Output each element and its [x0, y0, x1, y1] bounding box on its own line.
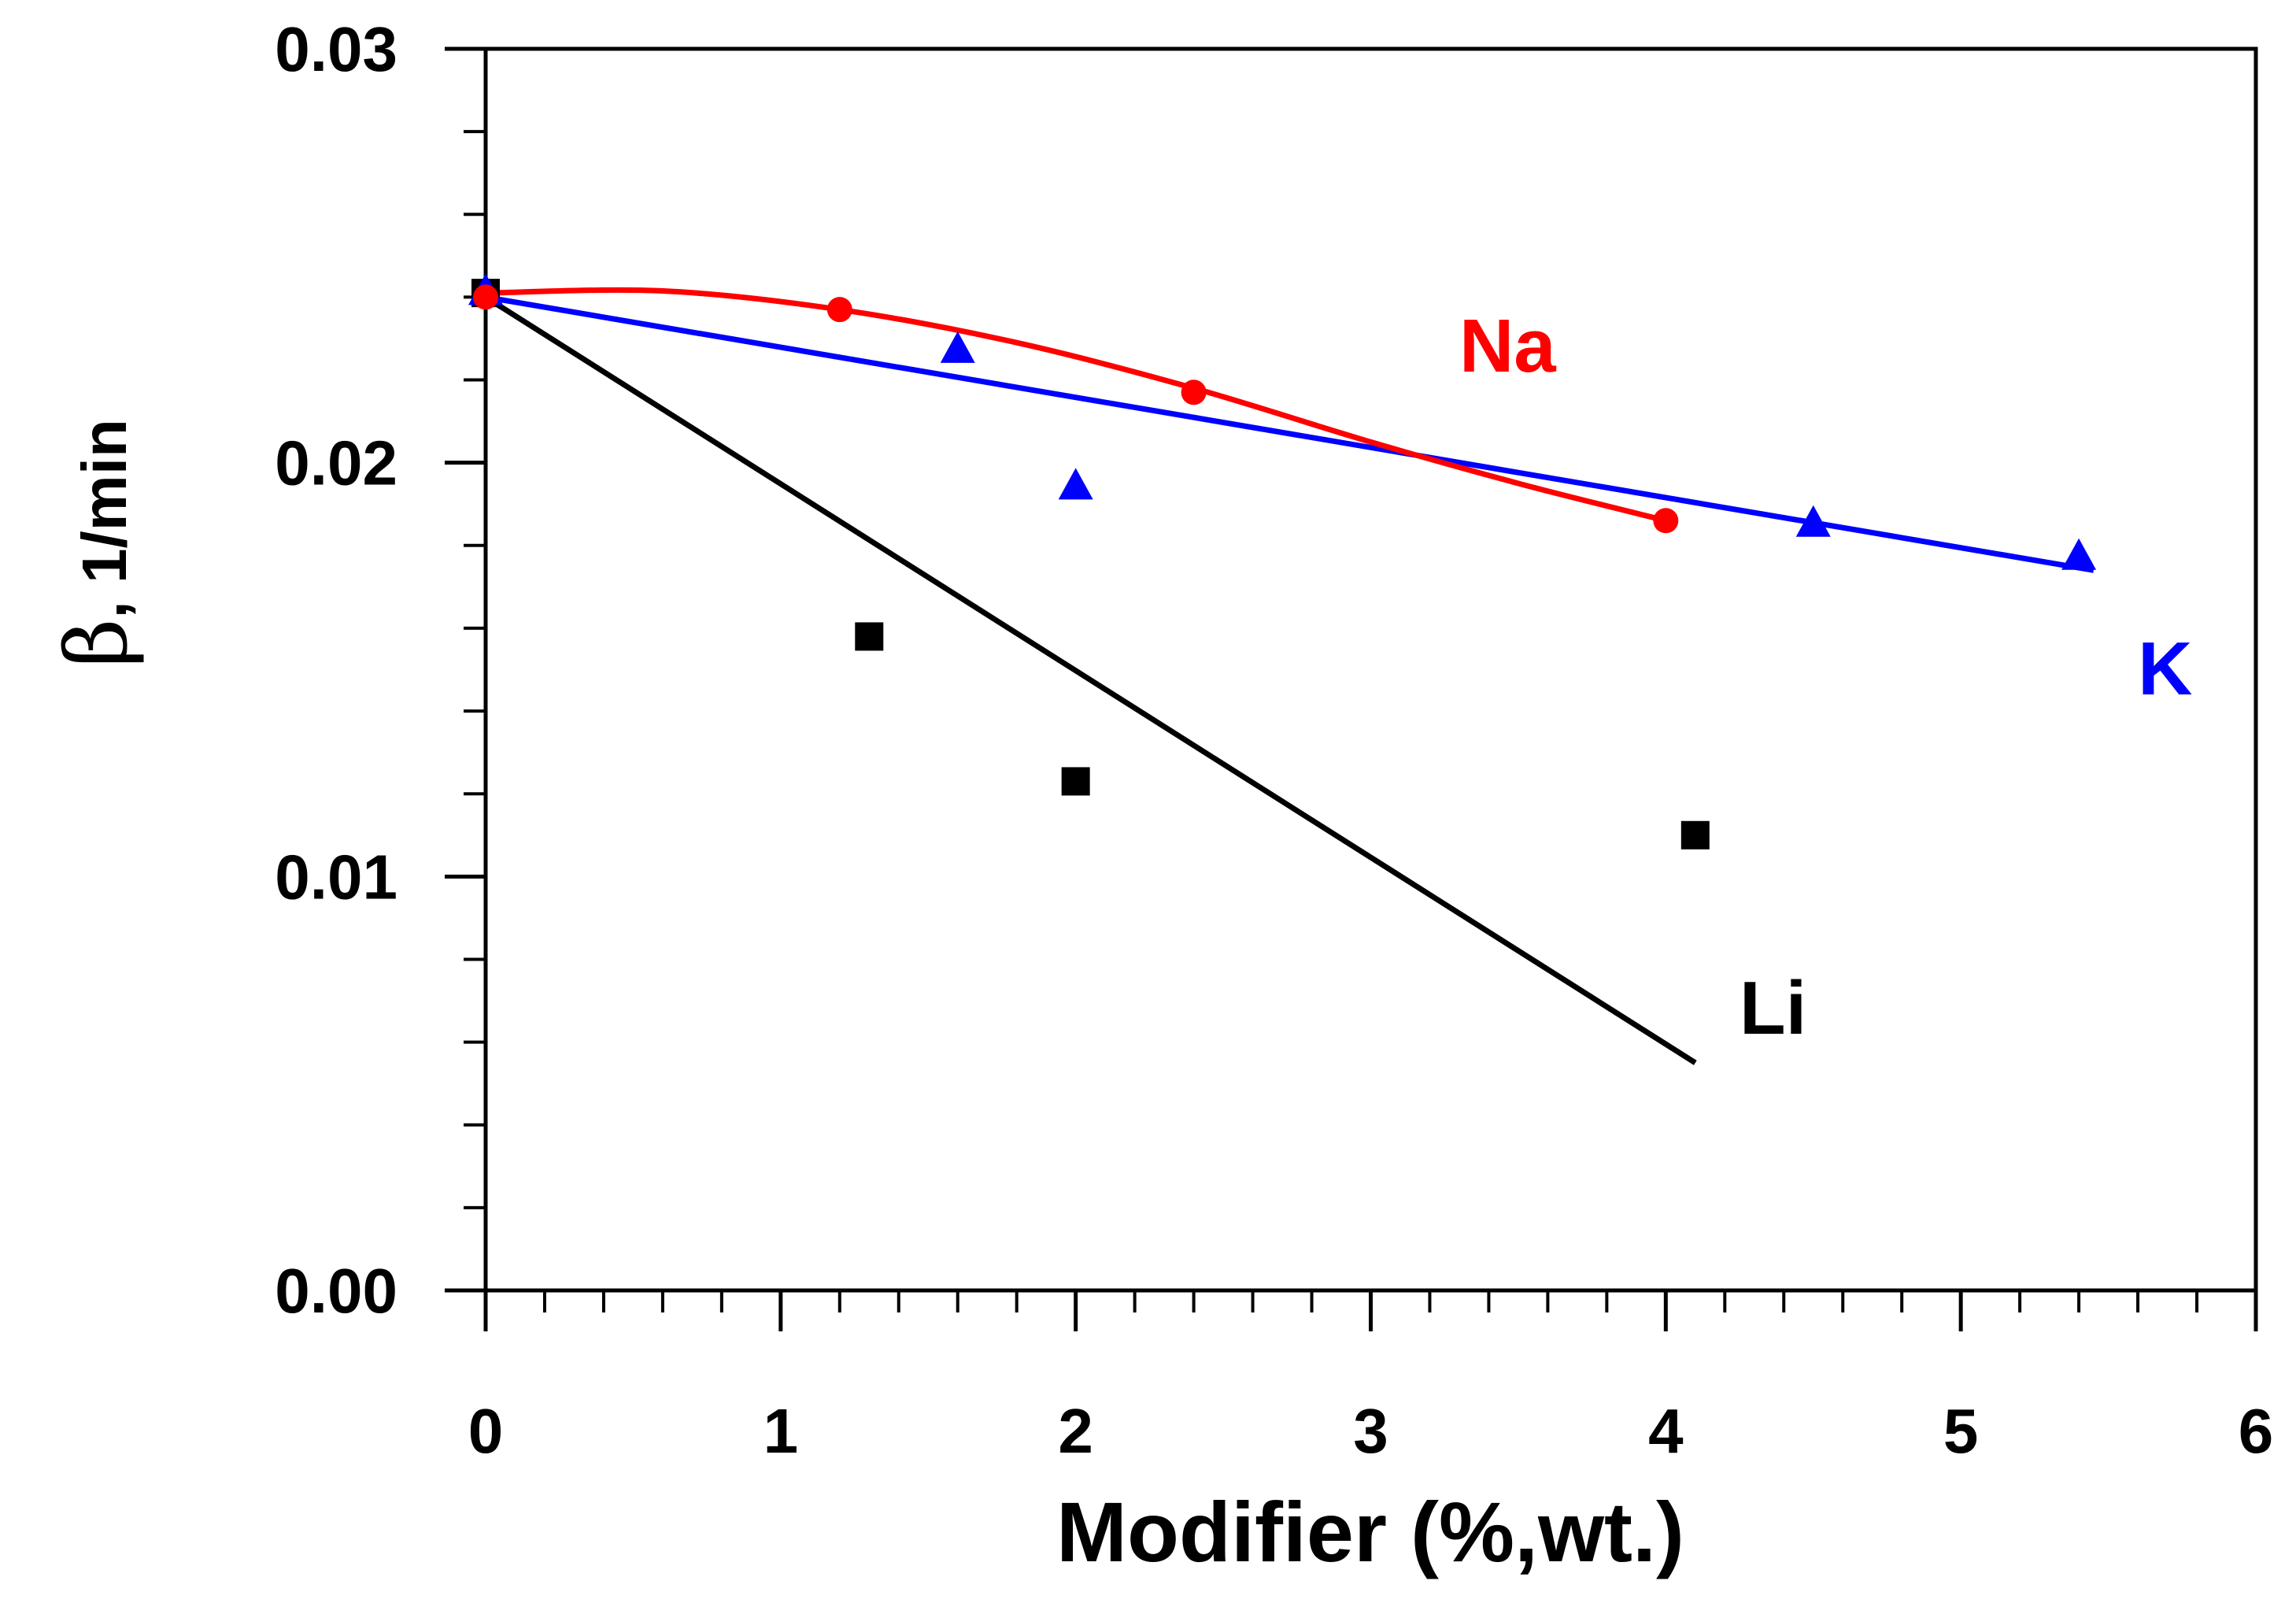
na-fit-line	[485, 287, 1667, 524]
na-point	[1653, 508, 1679, 534]
x-axis-title: Modifier (%,wt.)	[1056, 1484, 1684, 1579]
k-point	[1795, 505, 1831, 537]
y-tick-label: 0.02	[275, 428, 397, 498]
k-point	[940, 331, 975, 363]
k-fit-line	[485, 294, 2094, 573]
x-tick-label: 2	[1058, 1396, 1093, 1466]
li-point	[855, 622, 884, 651]
li-point	[1680, 820, 1710, 850]
li-fit-line	[484, 294, 1697, 1065]
x-tick-labels: 0 1 2 3 4 5 6	[468, 1396, 2274, 1466]
y-tick-label: 0.01	[275, 842, 397, 912]
y-tick-labels: 0.00 0.01 0.02 0.03	[275, 14, 397, 1326]
y-tick-label: 0.00	[275, 1256, 397, 1326]
x-tick-label: 3	[1353, 1396, 1388, 1466]
li-series-label: Li	[1740, 966, 1806, 1050]
x-tick-label: 1	[763, 1396, 799, 1466]
na-series-label: Na	[1459, 304, 1556, 388]
fit-lines	[484, 287, 2094, 1065]
y-axis-unit: , 1/min	[69, 419, 139, 618]
k-point	[1058, 468, 1093, 500]
na-point	[1181, 379, 1207, 405]
y-axis-symbol: β	[48, 618, 146, 667]
y-axis-title: β, 1/min	[48, 419, 146, 668]
y-tick-label: 0.03	[275, 14, 397, 84]
markers	[468, 273, 2097, 850]
major-ticks	[445, 46, 2258, 1331]
x-tick-label: 0	[468, 1396, 504, 1466]
x-tick-label: 5	[1943, 1396, 1979, 1466]
minor-ticks	[464, 130, 2199, 1312]
x-tick-label: 4	[1648, 1396, 1684, 1466]
li-point	[1061, 767, 1090, 796]
plot-frame	[483, 46, 2258, 1293]
series-labels: Li K Na	[1459, 304, 2192, 1050]
na-point	[826, 297, 852, 323]
na-point	[473, 284, 498, 310]
k-point	[2061, 538, 2097, 570]
x-tick-label: 6	[2239, 1396, 2274, 1466]
k-series-label: K	[2138, 627, 2192, 711]
